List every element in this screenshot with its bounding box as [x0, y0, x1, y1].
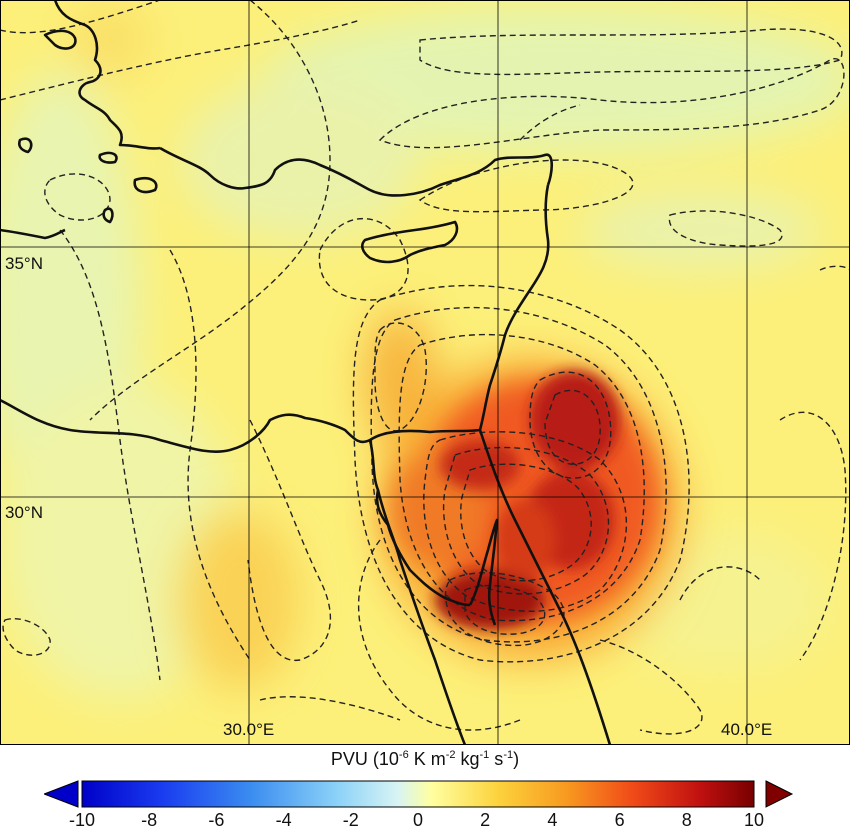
colorbar-tick-label: -10 — [68, 810, 96, 830]
lat-label-30n: 30°N — [5, 503, 43, 522]
colorbar-title-exp-3: -1 — [479, 749, 490, 761]
colorbar-tick-label: 2 — [480, 810, 491, 830]
colorbar-max-extend — [765, 780, 794, 808]
colorbar-tick-label: 4 — [547, 810, 558, 830]
colorbar-title-unit-s: s — [489, 749, 504, 769]
graticule — [0, 0, 850, 745]
colorbar-tick-label: -8 — [141, 810, 158, 830]
colorbar-title-unit-k: K m — [408, 749, 446, 769]
colorbar-title-exp-1: -6 — [398, 749, 409, 761]
colorbar-tick-label: 6 — [614, 810, 625, 830]
lon-label-30e: 30.0°E — [223, 720, 275, 739]
lon-label-40e: 40.0°E — [721, 720, 773, 739]
coastlines — [0, 0, 612, 745]
colorbar-tick-label: -4 — [275, 810, 292, 830]
colorbar-title-prefix: PVU (10 — [330, 749, 399, 769]
colorbar-tick-label: -6 — [208, 810, 225, 830]
colorbar-tick-label: 10 — [743, 810, 765, 830]
colorbar-title-exp-2: -2 — [445, 749, 456, 761]
pv-map: 35°N 30°N 30.0°E 40.0°E — [0, 0, 850, 745]
colorbar-tick-label: 0 — [412, 810, 424, 830]
colorbar — [44, 780, 794, 808]
colorbar-title-close: ) — [513, 749, 520, 769]
colorbar-min-extend — [44, 780, 79, 808]
pv-contours — [0, 0, 850, 735]
colorbar-gradient — [81, 780, 755, 808]
colorbar-title-unit-kg: kg — [455, 749, 480, 769]
colorbar-tick-label: 8 — [681, 810, 692, 830]
colorbar-tick-label: -2 — [342, 810, 359, 830]
colorbar-title-exp-4: -1 — [503, 749, 514, 761]
low-pv-shading — [0, 0, 850, 700]
lat-label-35n: 35°N — [5, 254, 43, 273]
colorbar-title: PVU (10-6 K m-2 kg-1 s-1) — [0, 749, 850, 770]
map-svg — [0, 0, 850, 745]
